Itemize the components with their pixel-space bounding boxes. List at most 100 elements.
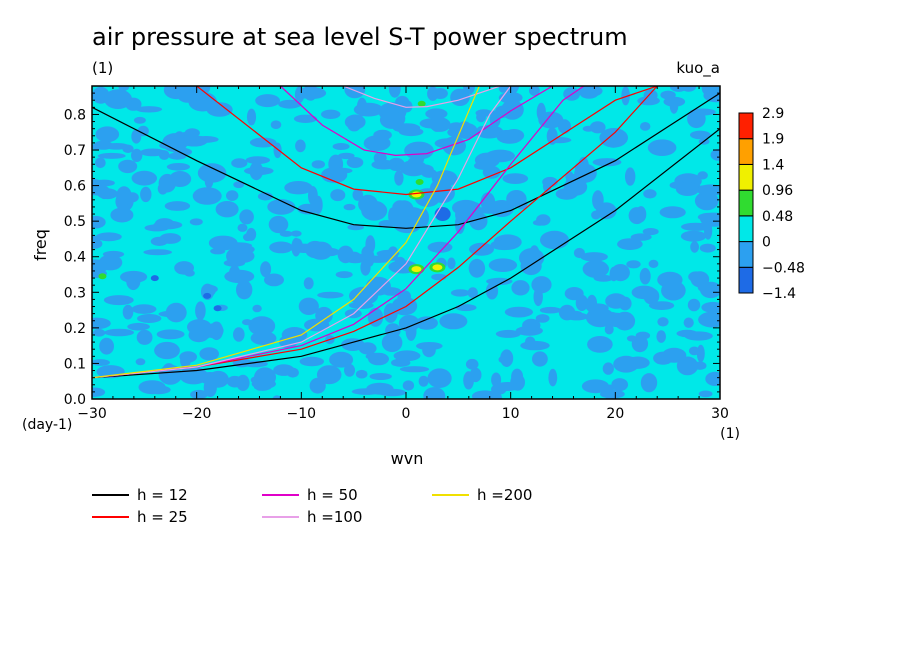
field-cell	[656, 330, 666, 343]
field-cell	[92, 238, 103, 249]
field-cell	[558, 119, 571, 134]
field-cell	[291, 237, 301, 257]
field-cell	[630, 233, 652, 241]
colorbar-label: 1.9	[762, 132, 784, 148]
field-cell	[295, 139, 306, 153]
field-cell	[482, 165, 501, 179]
field-cell	[180, 368, 190, 381]
field-cell	[661, 280, 686, 301]
field-cell	[582, 260, 609, 278]
field-cell	[184, 128, 200, 138]
field-cell	[468, 258, 486, 278]
field-cell	[104, 328, 134, 337]
field-cell	[596, 202, 617, 220]
colorbar-label: 0.48	[762, 209, 793, 225]
field-cell	[439, 313, 468, 330]
field-cell	[408, 157, 417, 166]
y-tick-label: 0.4	[64, 250, 86, 266]
hotspot	[213, 305, 222, 312]
field-cell	[681, 222, 711, 231]
field-cell	[663, 96, 686, 107]
colorbar-swatch	[738, 163, 754, 191]
field-cell	[502, 173, 529, 185]
field-cell	[102, 250, 125, 258]
colorbar-swatch	[738, 112, 754, 140]
field-cell	[264, 273, 284, 287]
field-cell	[104, 89, 132, 109]
field-cell	[486, 277, 513, 285]
field-cell	[361, 245, 374, 260]
legend-label: h = 12	[137, 486, 188, 504]
x-tick-label: −20	[182, 406, 212, 422]
x-tick-label: 30	[711, 406, 729, 422]
field-cell	[197, 163, 227, 183]
field-cell	[540, 230, 569, 250]
x-axis-unit: (1)	[720, 426, 740, 442]
hotspot	[411, 266, 422, 273]
field-cell	[95, 232, 122, 242]
field-cell	[343, 203, 356, 211]
field-cell	[338, 152, 355, 160]
field-cell	[321, 109, 341, 120]
field-cell	[469, 242, 494, 256]
field-cell	[602, 362, 614, 375]
field-cell	[515, 325, 543, 336]
field-cell	[248, 316, 276, 336]
field-cell	[200, 86, 209, 95]
field-cell	[233, 327, 245, 342]
field-cell	[204, 323, 224, 339]
field-cell	[143, 249, 172, 256]
field-cell	[450, 289, 470, 297]
field-cell	[316, 365, 342, 385]
field-cell	[268, 215, 289, 234]
field-cell	[226, 247, 246, 265]
field-cell	[347, 118, 362, 132]
field-cell	[586, 303, 609, 313]
field-cell	[195, 301, 206, 321]
field-cell	[379, 111, 404, 129]
field-cell	[246, 108, 257, 126]
field-cell	[476, 153, 502, 165]
field-cell	[215, 201, 239, 218]
field-cell	[488, 258, 518, 273]
field-cell	[298, 297, 319, 315]
field-cell	[360, 259, 371, 276]
field-cell	[574, 162, 586, 174]
field-cell	[640, 373, 658, 393]
field-cell	[625, 356, 650, 369]
field-cell	[427, 86, 439, 101]
field-cell	[131, 304, 157, 314]
field-cell	[398, 127, 424, 137]
field-cell	[611, 264, 630, 282]
field-cell	[98, 185, 110, 200]
field-cell	[126, 271, 141, 291]
curve-h12	[92, 92, 720, 229]
field-cell	[273, 142, 282, 159]
field-cell	[680, 230, 707, 242]
field-cell	[558, 304, 576, 321]
field-cell	[494, 382, 521, 391]
field-cell	[133, 116, 146, 124]
field-cell	[653, 351, 674, 365]
field-cell	[467, 287, 478, 299]
y-tick-label: 0.7	[64, 143, 86, 159]
field-cell	[592, 158, 622, 167]
field-cell	[270, 120, 282, 129]
field-cell	[356, 97, 368, 117]
hotspot	[203, 292, 212, 299]
field-cell	[92, 317, 111, 330]
field-cell	[92, 215, 106, 229]
y-tick-label: 0.6	[64, 179, 86, 195]
colorbar: −1.4 −0.48 0 0.48 0.96 1.4 1.9 2.9	[738, 106, 805, 302]
field-cell	[243, 166, 274, 175]
field-cell	[199, 347, 219, 361]
field-cell	[511, 280, 530, 296]
field-cell	[639, 267, 651, 285]
field-cell	[580, 252, 608, 262]
field-cell	[267, 199, 296, 215]
field-cell	[536, 102, 546, 122]
plot-area	[91, 85, 721, 400]
field-cell	[563, 178, 588, 196]
field-cell	[110, 207, 134, 223]
field-cell	[92, 359, 110, 366]
